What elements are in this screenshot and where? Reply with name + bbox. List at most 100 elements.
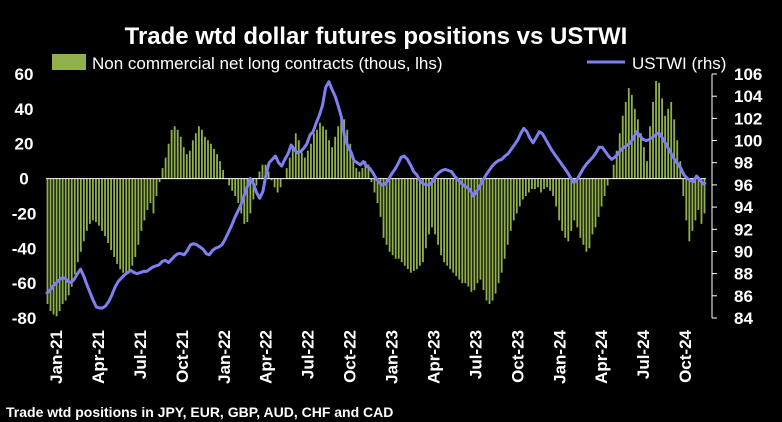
x-tick-label: Jan-22 — [215, 330, 234, 384]
bar — [92, 178, 94, 221]
bar — [270, 178, 273, 181]
bar — [237, 178, 240, 203]
bar — [555, 178, 558, 207]
right-tick-label: 100 — [734, 132, 762, 151]
left-axis: 60 40 20 0 -20 -40 -60 -80 — [12, 65, 37, 328]
bar — [49, 178, 52, 312]
right-tick-label: 98 — [734, 154, 753, 173]
bar — [440, 178, 442, 256]
chart-title: Trade wtd dollar futures positions vs US… — [125, 23, 628, 50]
bar — [116, 178, 119, 264]
ustwi-line — [45, 80, 707, 310]
bar — [476, 178, 479, 284]
bar — [276, 178, 279, 193]
bar — [101, 178, 103, 231]
bar — [676, 140, 679, 179]
x-tick-label: Oct-22 — [341, 330, 360, 383]
bar — [700, 178, 703, 224]
bar — [434, 178, 436, 235]
bar — [691, 178, 694, 231]
bar — [682, 178, 685, 196]
bar — [161, 168, 164, 179]
bar — [509, 178, 512, 231]
bar — [673, 119, 676, 179]
bar — [231, 178, 234, 191]
bar — [325, 129, 327, 179]
bar — [446, 178, 449, 266]
bar — [201, 129, 203, 179]
bar — [152, 178, 155, 214]
bar — [46, 178, 49, 305]
x-axis: Jan-21 Apr-21 Jul-21 Oct-21 Jan-22 Apr-22 Jul-… — [47, 329, 695, 383]
bar — [573, 178, 576, 221]
bar — [173, 126, 176, 179]
bar — [349, 143, 352, 179]
bar — [406, 178, 409, 270]
bar — [658, 82, 660, 179]
bar — [107, 178, 109, 244]
bar — [134, 178, 137, 257]
bar — [630, 94, 633, 179]
bar — [612, 164, 615, 179]
bar — [455, 178, 458, 277]
bar — [494, 178, 497, 294]
bar — [197, 126, 200, 179]
bar — [61, 178, 64, 305]
bar — [267, 171, 270, 179]
bar — [104, 178, 106, 237]
bar — [155, 178, 158, 196]
bar — [361, 168, 364, 179]
bar — [76, 178, 79, 263]
left-tick-label: 20 — [15, 135, 34, 154]
bar — [512, 178, 515, 221]
bar — [346, 129, 349, 179]
bar — [303, 157, 306, 179]
bar — [85, 178, 88, 231]
bar — [537, 178, 539, 188]
bar — [113, 178, 116, 257]
bar — [633, 108, 636, 179]
legend-swatch-bars — [52, 54, 86, 70]
right-tick-label: 86 — [734, 287, 753, 306]
right-tick-label: 88 — [734, 265, 753, 284]
bar — [567, 178, 570, 242]
bar — [140, 178, 143, 231]
bar — [364, 161, 367, 179]
bar — [643, 147, 645, 179]
bar — [524, 178, 527, 196]
footnote: Trade wtd positions in JPY, EUR, GBP, AU… — [6, 404, 393, 420]
bar — [379, 178, 382, 217]
bar — [503, 178, 506, 259]
bar — [322, 126, 324, 179]
bar — [367, 164, 370, 179]
bar — [55, 178, 58, 317]
bar — [158, 178, 161, 183]
bar — [627, 87, 630, 179]
bar — [694, 178, 697, 221]
bar — [618, 133, 621, 179]
bar — [228, 178, 231, 186]
bar — [564, 178, 567, 238]
bar — [294, 133, 297, 179]
bar — [313, 133, 315, 179]
left-tick-label: -40 — [12, 239, 37, 258]
bar — [246, 178, 249, 223]
bar — [88, 178, 91, 224]
x-tick-label: Apr-21 — [89, 330, 108, 384]
bar — [443, 178, 446, 263]
bar — [461, 178, 464, 284]
bar — [58, 178, 61, 312]
bar — [194, 133, 197, 179]
bar — [418, 178, 421, 266]
bar — [355, 168, 358, 179]
bar — [285, 168, 288, 179]
bar — [606, 178, 609, 186]
right-tick-label: 102 — [734, 109, 762, 128]
bar — [388, 178, 391, 252]
bar — [119, 178, 122, 270]
bar — [98, 178, 100, 226]
bar — [515, 178, 518, 214]
bar — [412, 178, 415, 271]
bar — [328, 140, 330, 179]
bar — [552, 178, 555, 196]
